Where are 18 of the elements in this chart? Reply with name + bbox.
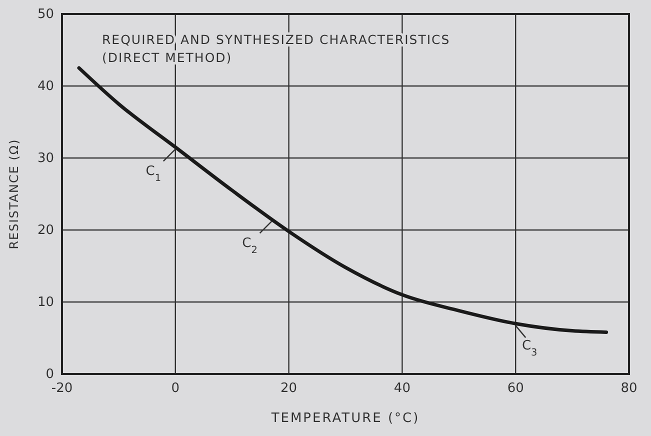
x-tick-label: 20 (280, 381, 298, 396)
y-tick-label: 50 (37, 7, 54, 22)
y-tick-label: 0 (46, 367, 54, 382)
x-tick-label: 60 (507, 381, 524, 396)
y-axis-title: RESISTANCE (Ω) (7, 138, 21, 250)
x-tick-label: -20 (51, 381, 73, 396)
line-series (77, 66, 608, 334)
y-tick-label: 30 (37, 151, 54, 166)
x-axis-title: TEMPERATURE (°C) (270, 411, 420, 426)
y-tick-label: 10 (37, 295, 54, 310)
annotation: C$_{1}$ (146, 164, 162, 184)
x-tick-label: 0 (171, 381, 180, 396)
annotation: C$_{2}$ (242, 236, 258, 256)
y-tick-label: 40 (37, 79, 54, 94)
annotation: C$_{3}$ (522, 338, 538, 358)
y-tick-label: 20 (37, 223, 54, 238)
x-tick-label: 80 (620, 381, 638, 396)
x-tick-label: 40 (394, 381, 410, 396)
